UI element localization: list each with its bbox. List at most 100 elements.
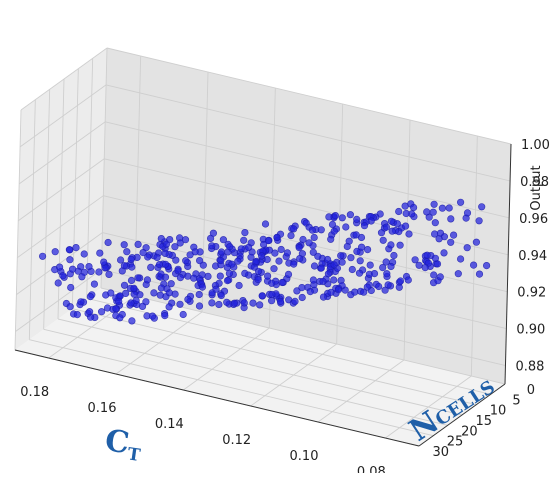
data-point	[139, 249, 147, 257]
data-point	[217, 291, 225, 300]
data-point	[325, 213, 333, 221]
data-point	[353, 215, 361, 223]
data-point	[208, 299, 216, 307]
data-point	[463, 244, 471, 252]
data-point	[100, 258, 108, 266]
data-point	[73, 311, 81, 319]
data-point	[150, 289, 158, 297]
data-point	[120, 281, 129, 289]
data-point	[234, 257, 242, 265]
data-point	[264, 272, 272, 280]
z-tick-label: 0.94	[518, 249, 547, 264]
data-points	[38, 198, 491, 325]
data-point	[250, 263, 258, 271]
data-point	[105, 270, 113, 279]
data-point	[85, 308, 94, 316]
data-point	[161, 312, 169, 320]
data-point	[130, 290, 138, 298]
data-point	[195, 302, 204, 310]
z-axis-line	[504, 143, 512, 385]
data-point	[415, 261, 423, 269]
data-point	[156, 291, 164, 299]
data-point	[268, 290, 276, 299]
data-point	[134, 274, 142, 282]
data-point	[295, 244, 303, 252]
data-point	[130, 284, 138, 292]
data-point	[230, 299, 238, 307]
data-point	[212, 285, 220, 293]
data-point	[66, 303, 74, 311]
data-point	[171, 243, 179, 251]
data-point	[290, 225, 298, 233]
data-point	[54, 279, 62, 287]
z-tick-label: 0.88	[515, 360, 544, 375]
data-point	[85, 263, 93, 271]
data-point	[219, 236, 227, 244]
gridlines	[14, 47, 512, 447]
data-point	[352, 231, 360, 239]
x-axis-label: CT	[102, 423, 144, 466]
data-point	[240, 299, 248, 307]
data-point	[157, 235, 165, 243]
data-point	[97, 308, 106, 316]
data-point	[330, 261, 338, 269]
y-tick-label: 30	[432, 445, 449, 460]
data-point	[264, 237, 273, 245]
data-point	[327, 288, 335, 296]
y-tick-label: 10	[490, 404, 507, 419]
data-point	[298, 293, 306, 302]
data-point	[241, 229, 249, 237]
data-point	[411, 256, 419, 264]
data-point	[430, 200, 438, 208]
data-point	[330, 227, 338, 235]
data-point	[435, 235, 443, 243]
data-point	[67, 283, 75, 292]
data-point	[116, 314, 124, 322]
data-point	[363, 283, 371, 291]
data-point	[80, 250, 88, 258]
data-point	[143, 276, 151, 284]
data-point	[346, 211, 355, 219]
data-point	[404, 276, 412, 284]
data-point	[353, 247, 361, 255]
data-point	[402, 222, 410, 230]
x-tick-label: 0.14	[155, 417, 184, 432]
data-point	[347, 254, 355, 262]
data-point	[457, 198, 465, 206]
data-point	[334, 286, 343, 294]
data-point	[271, 249, 279, 257]
data-point	[235, 281, 243, 290]
data-point	[287, 232, 295, 240]
data-point	[410, 203, 418, 212]
data-point	[324, 270, 333, 278]
data-point	[78, 273, 86, 281]
data-point	[104, 238, 112, 247]
data-point	[127, 255, 135, 264]
data-point	[273, 233, 281, 241]
data-point	[440, 249, 448, 257]
data-point	[237, 245, 245, 253]
right-pane	[101, 48, 511, 384]
data-point	[217, 248, 226, 256]
data-point	[319, 277, 327, 286]
data-point	[258, 292, 266, 300]
data-point	[162, 240, 170, 248]
data-point	[387, 241, 395, 249]
gridline-y	[43, 89, 51, 330]
data-point	[165, 289, 173, 297]
gridline-y	[100, 47, 108, 289]
data-point	[112, 305, 120, 313]
data-point	[59, 272, 67, 280]
data-point	[317, 264, 325, 272]
data-point	[38, 252, 47, 260]
data-point	[196, 257, 204, 265]
data-point	[306, 288, 314, 296]
data-point	[215, 300, 223, 309]
data-point	[278, 278, 286, 287]
data-point	[431, 219, 439, 227]
data-point	[66, 256, 74, 264]
gridline-y	[29, 339, 434, 437]
data-point	[293, 287, 301, 295]
